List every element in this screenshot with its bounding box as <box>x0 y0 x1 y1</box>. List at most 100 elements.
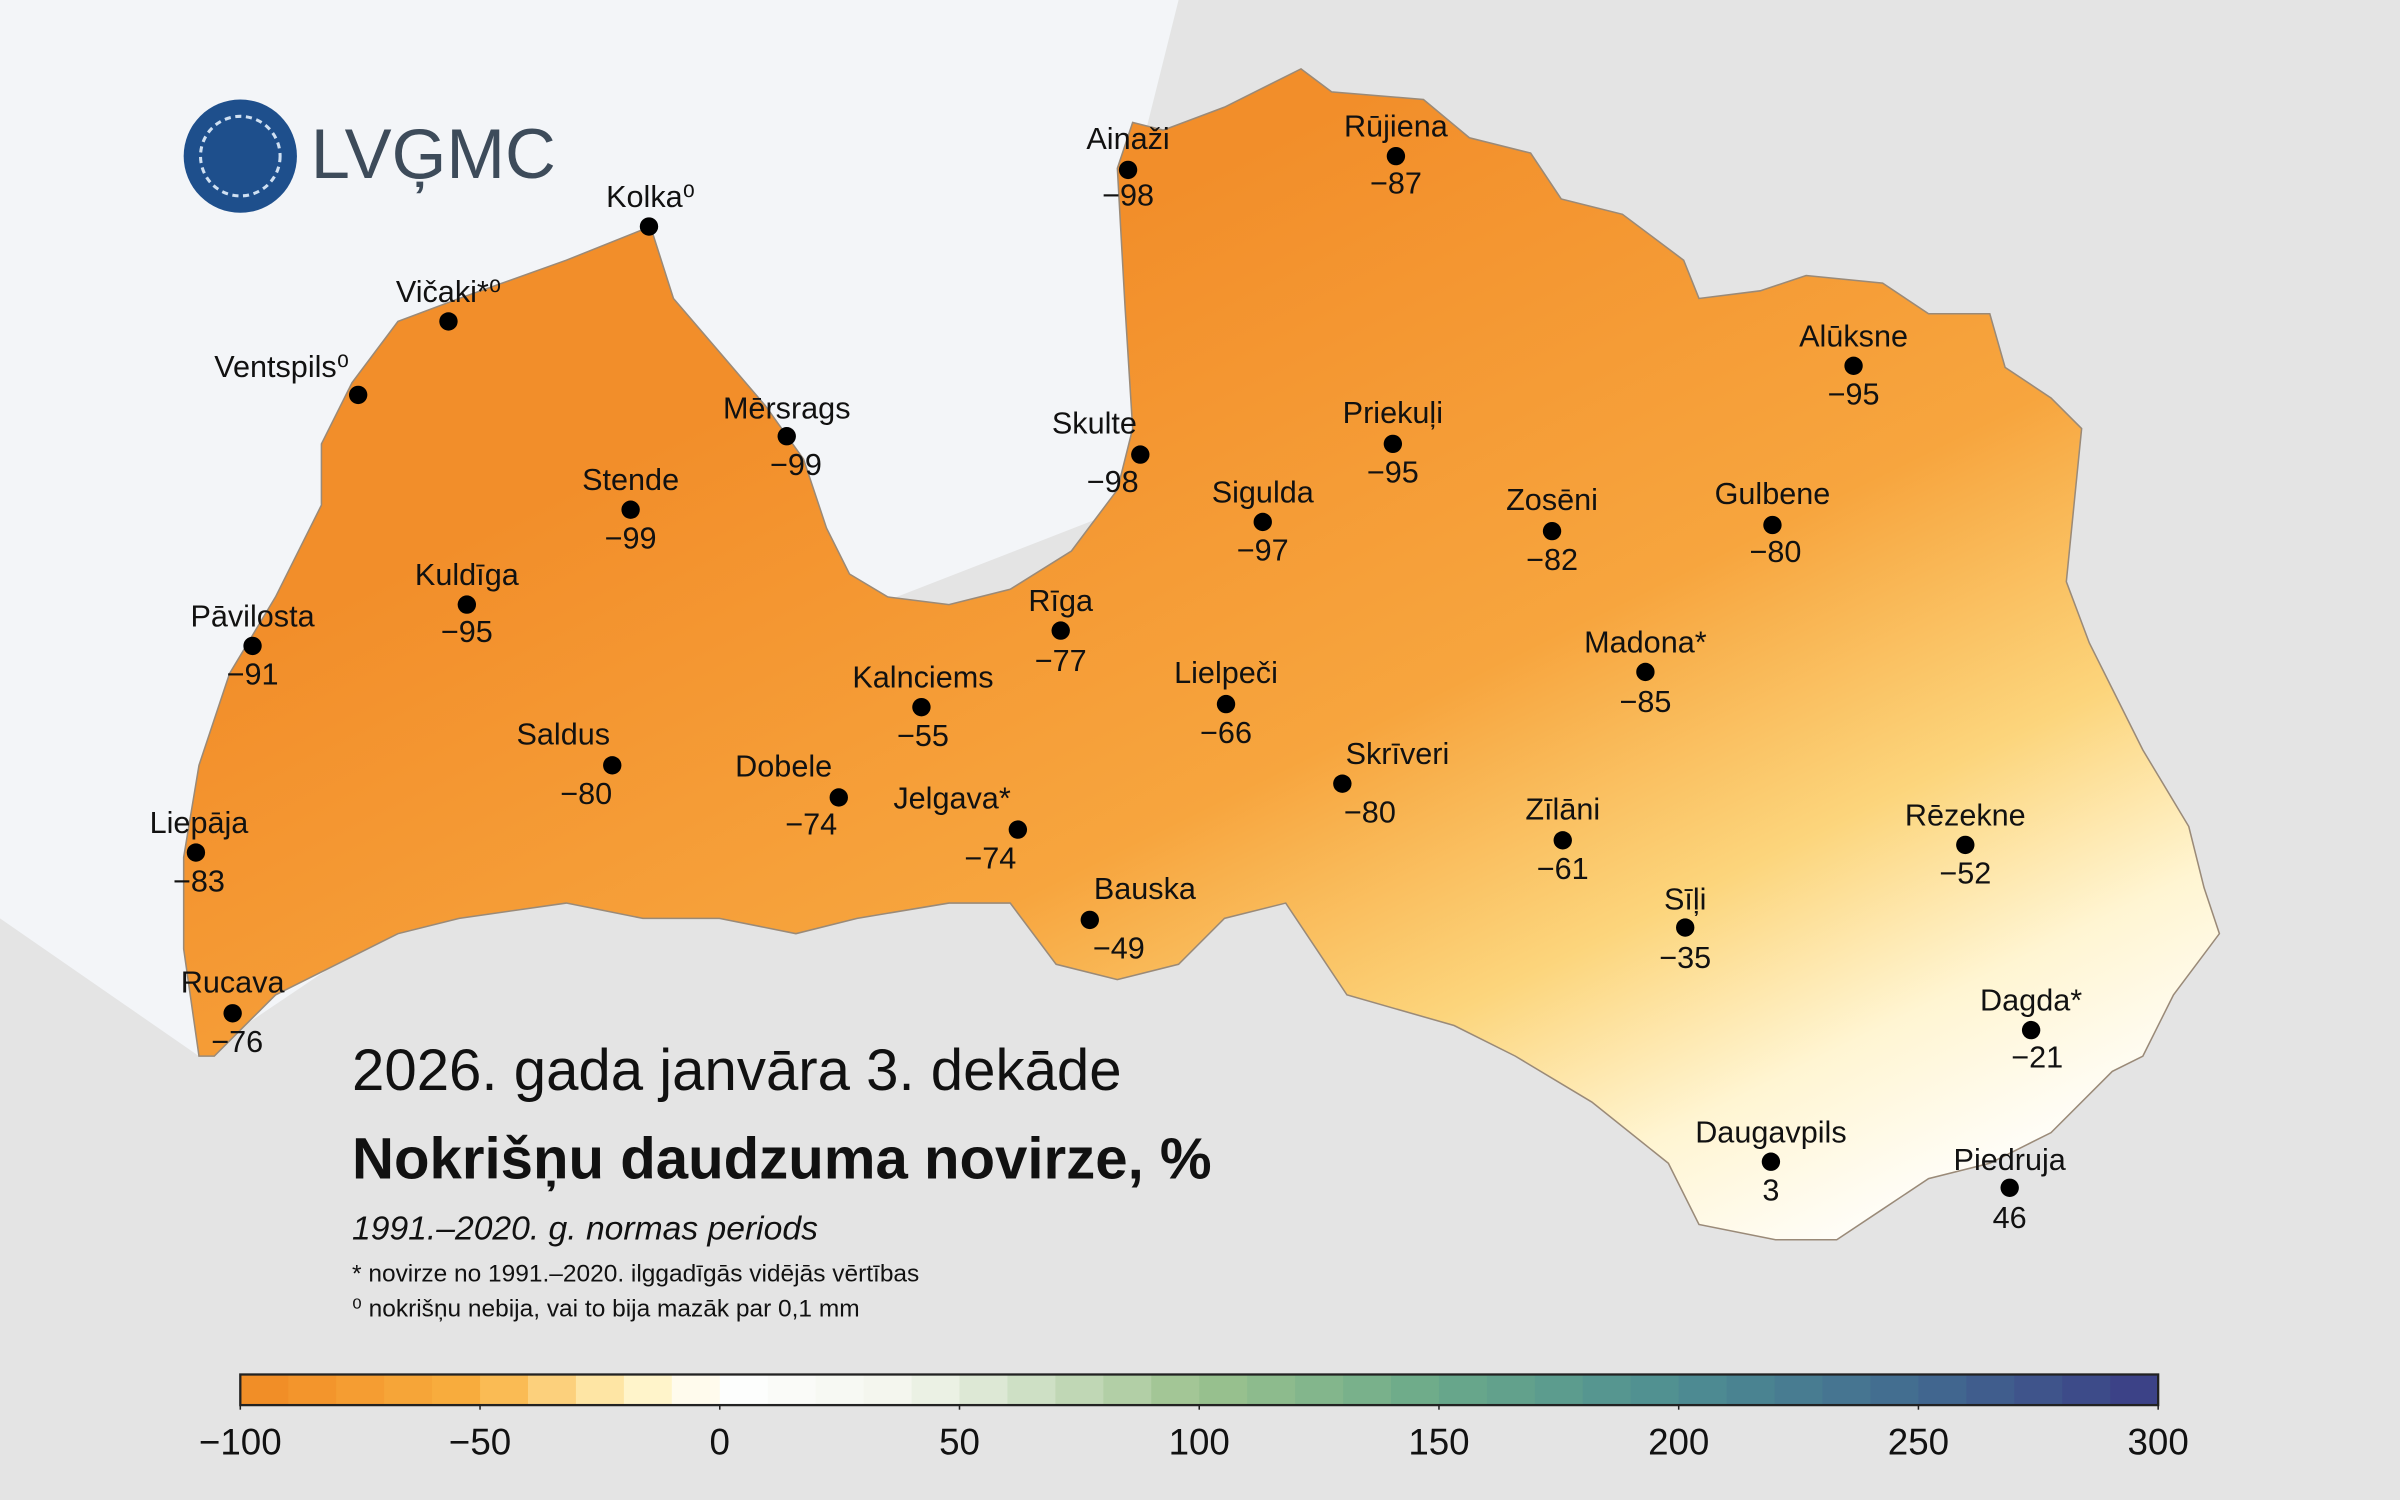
station-value: −35 <box>1659 941 1711 975</box>
station-value: −98 <box>1102 179 1154 213</box>
station-value: −80 <box>560 777 612 811</box>
colorbar-segment <box>1726 1374 1776 1406</box>
station-value: −80 <box>1750 535 1802 569</box>
colorbar-segment <box>1438 1374 1488 1406</box>
station-name: Skulte <box>1052 407 1137 441</box>
station-dot <box>1253 512 1272 532</box>
colorbar-segment <box>959 1374 1009 1406</box>
colorbar-segment <box>1151 1374 1200 1406</box>
station-dot <box>1383 434 1403 454</box>
logo-text: LVĢMC <box>311 114 556 193</box>
colorbar-segment <box>480 1374 529 1406</box>
colorbar-segment <box>1103 1374 1153 1406</box>
station-name: Jelgava* <box>893 782 1011 816</box>
station-name: Kalnciems <box>852 661 993 695</box>
station-dot <box>1761 1152 1781 1171</box>
station-dot <box>1080 910 1099 930</box>
station-name: Rīga <box>1028 584 1094 618</box>
station-dot <box>639 217 659 236</box>
station-value: −66 <box>1200 716 1252 750</box>
station-value: −99 <box>605 521 657 555</box>
station-name: Rucava <box>181 965 286 999</box>
station-name: Rēzekne <box>1905 798 2026 832</box>
colorbar-segment <box>623 1374 673 1406</box>
colorbar-segment <box>1007 1374 1057 1406</box>
note: * novirze no 1991.–2020. ilggadīgās vidē… <box>352 1260 919 1287</box>
station-value: −87 <box>1370 166 1422 200</box>
colorbar-segment <box>1486 1374 1536 1406</box>
colorbar-segment <box>2014 1374 2064 1406</box>
colorbar-segment <box>336 1374 385 1406</box>
colorbar-tick-label: 250 <box>1888 1422 1949 1463</box>
station-name: Dobele <box>735 749 832 783</box>
station-dot <box>1333 774 1352 793</box>
station-value: −99 <box>770 448 822 482</box>
colorbar-segment <box>1918 1374 1968 1406</box>
station-name: Gulbene <box>1715 477 1831 511</box>
colorbar-segment <box>432 1374 481 1406</box>
colorbar-segment <box>384 1374 433 1406</box>
station-dot <box>1118 160 1138 180</box>
colorbar-segment <box>911 1374 961 1406</box>
colorbar-segment <box>1774 1374 1824 1406</box>
station-name: Sīļi <box>1664 883 1707 917</box>
station-name: Kolka⁰ <box>606 180 695 214</box>
station-value: −85 <box>1619 685 1671 719</box>
station-value: −61 <box>1537 852 1589 886</box>
station-dot <box>1676 918 1695 937</box>
station-dot <box>186 843 206 862</box>
colorbar-segment <box>575 1374 625 1406</box>
colorbar-segment <box>719 1374 769 1406</box>
colorbar-segment <box>1630 1374 1680 1406</box>
colorbar-tick-label: 100 <box>1169 1422 1230 1463</box>
station-name: Ainaži <box>1086 122 1169 156</box>
colorbar-segment <box>1966 1374 2016 1406</box>
station-name: Mērsrags <box>723 391 851 425</box>
colorbar-segment <box>1295 1374 1344 1406</box>
colorbar-segment <box>2062 1374 2111 1406</box>
colorbar: −100 −50 0 50 100 150 200 250 300 <box>199 1373 2189 1463</box>
station-name: Daugavpils <box>1695 1115 1846 1149</box>
period: 1991.–2020. g. normas periods <box>352 1211 818 1248</box>
station-name: Lielpeči <box>1174 656 1278 690</box>
station-value: 46 <box>1993 1201 2027 1235</box>
subtitle: Nokrišņu daudzuma novirze, % <box>352 1127 1212 1192</box>
note: ⁰ nokrišņu nebija, vai to bija mazāk par… <box>352 1296 860 1323</box>
colorbar-segment <box>1391 1374 1440 1406</box>
station-dot <box>1636 662 1655 682</box>
station-name: Zīlāni <box>1525 792 1600 826</box>
station-dot <box>1553 831 1572 850</box>
station-dot <box>1216 694 1236 714</box>
colorbar-tick-label: 150 <box>1408 1422 1469 1463</box>
colorbar-segment <box>1055 1374 1105 1406</box>
station-name: Kuldīga <box>415 558 520 592</box>
station-name: Stende <box>582 463 679 497</box>
station-name: Dagda* <box>1980 984 2082 1018</box>
colorbar-segment <box>2110 1374 2159 1406</box>
station-dot <box>603 756 622 775</box>
station-value: −91 <box>227 658 279 692</box>
colorbar-segment <box>1199 1374 1248 1406</box>
station-dot <box>1844 356 1863 375</box>
station-value: −95 <box>1828 378 1880 412</box>
colorbar-segment <box>1534 1374 1584 1406</box>
station-name: Madona* <box>1584 625 1707 659</box>
station-dot <box>223 1004 242 1023</box>
station-dot <box>1008 820 1028 839</box>
station-name: Priekuļi <box>1343 396 1443 430</box>
station-dot <box>1763 515 1782 535</box>
colorbar-tick-label: −100 <box>199 1422 282 1463</box>
station-name: Pāvilosta <box>190 599 315 633</box>
colorbar-segment <box>671 1374 721 1406</box>
station-value: −98 <box>1087 465 1139 499</box>
colorbar-segment <box>1870 1374 1920 1406</box>
colorbar-segment <box>1343 1374 1392 1406</box>
station-dot <box>1956 835 1975 855</box>
station-value: −52 <box>1939 857 1991 891</box>
station-dot <box>1051 621 1070 640</box>
station-dot <box>1386 146 1406 166</box>
station-name: Ventspils⁰ <box>214 350 349 384</box>
colorbar-segment <box>1822 1374 1872 1406</box>
station-value: −83 <box>173 864 225 898</box>
station-value: −95 <box>441 615 493 649</box>
